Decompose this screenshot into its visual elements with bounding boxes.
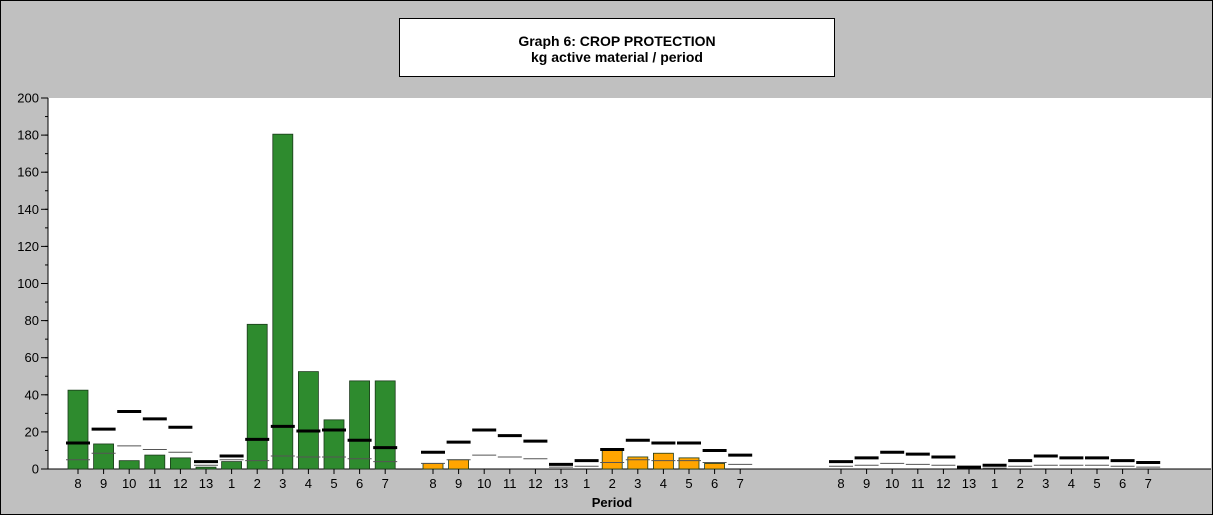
x-tick-label: 13 bbox=[962, 476, 976, 491]
bar bbox=[448, 459, 470, 470]
x-tick-label: 9 bbox=[100, 476, 107, 491]
x-tick-label: 3 bbox=[634, 476, 641, 491]
bar bbox=[67, 389, 89, 470]
x-tick-label: 4 bbox=[660, 476, 667, 491]
x-tick-label: 8 bbox=[429, 476, 436, 491]
x-tick-label: 12 bbox=[936, 476, 950, 491]
x-tick-label: 4 bbox=[1068, 476, 1075, 491]
bar bbox=[221, 461, 243, 470]
y-tick-label: 20 bbox=[25, 424, 39, 439]
x-tick-label: 10 bbox=[477, 476, 491, 491]
bar bbox=[195, 466, 217, 470]
chart-title-box: Graph 6: CROP PROTECTION kg active mater… bbox=[399, 18, 835, 77]
x-tick-label: 5 bbox=[685, 476, 692, 491]
bar bbox=[374, 380, 396, 470]
bar bbox=[272, 133, 294, 470]
x-tick-label: 6 bbox=[1119, 476, 1126, 491]
x-tick-label: 11 bbox=[911, 476, 925, 491]
x-axis-title: Period bbox=[592, 495, 633, 510]
x-tick-label: 11 bbox=[503, 476, 517, 491]
bar bbox=[601, 450, 623, 470]
y-tick-label: 140 bbox=[17, 202, 39, 217]
bar bbox=[93, 443, 114, 470]
bar bbox=[169, 457, 191, 470]
bar bbox=[627, 456, 649, 470]
y-tick-label: 200 bbox=[17, 91, 39, 106]
bar bbox=[246, 323, 268, 470]
bar bbox=[144, 454, 166, 470]
bar bbox=[678, 457, 700, 470]
chart-subtitle: kg active material / period bbox=[531, 49, 703, 65]
x-tick-label: 6 bbox=[711, 476, 718, 491]
y-tick-label: 180 bbox=[17, 128, 39, 143]
bar bbox=[118, 460, 140, 470]
x-tick-label: 8 bbox=[74, 476, 81, 491]
y-tick-label: 80 bbox=[25, 313, 39, 328]
y-tick-label: 160 bbox=[17, 165, 39, 180]
x-tick-label: 7 bbox=[737, 476, 744, 491]
plot-area bbox=[48, 98, 1211, 469]
y-tick-label: 0 bbox=[32, 462, 39, 477]
x-tick-label: 9 bbox=[455, 476, 462, 491]
x-tick-label: 13 bbox=[554, 476, 568, 491]
bar bbox=[349, 380, 371, 470]
x-tick-label: 7 bbox=[382, 476, 389, 491]
x-tick-label: 10 bbox=[885, 476, 899, 491]
y-tick-label: 100 bbox=[17, 276, 39, 291]
x-tick-label: 11 bbox=[148, 476, 162, 491]
x-tick-label: 6 bbox=[356, 476, 363, 491]
x-tick-label: 2 bbox=[1017, 476, 1024, 491]
x-tick-label: 4 bbox=[305, 476, 312, 491]
x-tick-label: 9 bbox=[863, 476, 870, 491]
x-tick-label: 12 bbox=[528, 476, 542, 491]
x-tick-label: 5 bbox=[330, 476, 337, 491]
bar bbox=[422, 463, 444, 470]
x-tick-label: 1 bbox=[228, 476, 235, 491]
x-tick-label: 12 bbox=[173, 476, 187, 491]
y-tick-label: 60 bbox=[25, 350, 39, 365]
bar bbox=[323, 419, 345, 470]
x-tick-label: 8 bbox=[837, 476, 844, 491]
x-tick-label: 3 bbox=[1042, 476, 1049, 491]
x-tick-label: 2 bbox=[609, 476, 616, 491]
x-tick-label: 5 bbox=[1093, 476, 1100, 491]
x-tick-label: 1 bbox=[583, 476, 590, 491]
x-tick-label: 13 bbox=[199, 476, 213, 491]
y-tick-label: 120 bbox=[17, 239, 39, 254]
x-tick-label: 7 bbox=[1145, 476, 1152, 491]
x-tick-label: 2 bbox=[254, 476, 261, 491]
bar bbox=[704, 463, 725, 470]
bar bbox=[297, 371, 319, 470]
x-tick-label: 10 bbox=[122, 476, 136, 491]
x-tick-label: 3 bbox=[279, 476, 286, 491]
chart-title: Graph 6: CROP PROTECTION bbox=[518, 33, 716, 49]
x-tick-label: 1 bbox=[991, 476, 998, 491]
y-tick-label: 40 bbox=[25, 387, 39, 402]
